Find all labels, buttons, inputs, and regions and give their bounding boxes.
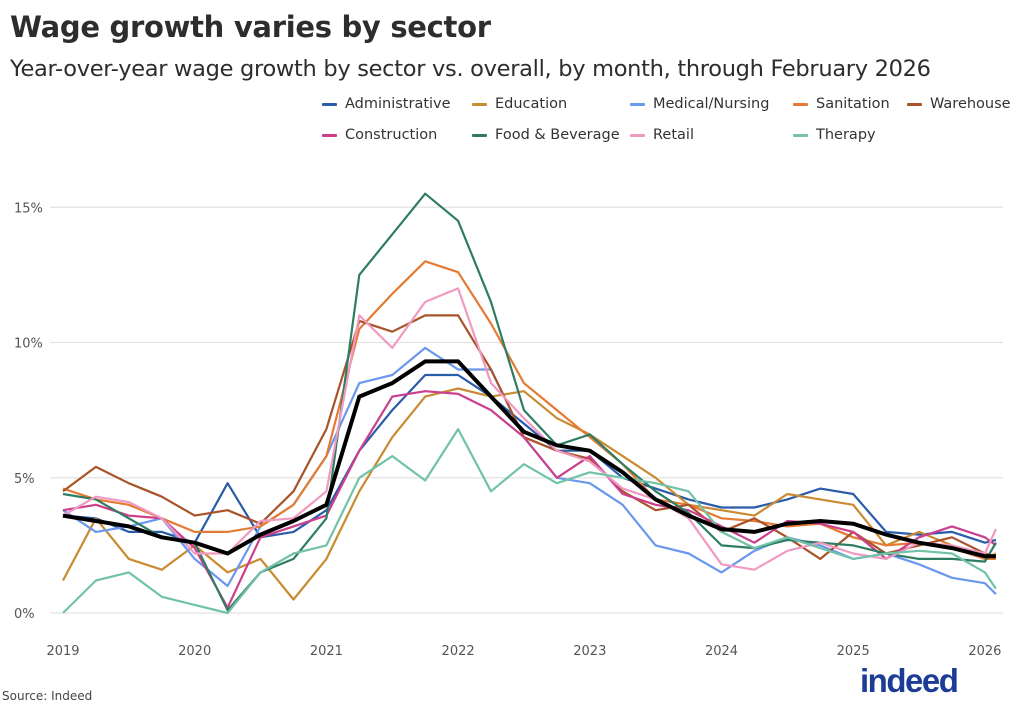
- series-line-warehouse: [62, 314, 997, 560]
- x-tick-label: 2022: [442, 644, 475, 659]
- series-line-sanitation: [62, 260, 996, 560]
- legend-label: Construction: [345, 127, 438, 143]
- legend-label: Administrative: [345, 96, 451, 112]
- legend-label: Food & Beverage: [495, 127, 620, 143]
- y-tick-label: 5%: [14, 472, 35, 487]
- legend-item-education: Education: [472, 96, 567, 112]
- legend-item-food-beverage: Food & Beverage: [472, 127, 620, 143]
- legend-label: Sanitation: [816, 96, 890, 112]
- gridlines: [50, 206, 1003, 614]
- x-tick-label: 2024: [705, 644, 738, 659]
- legend-swatch: [630, 133, 645, 137]
- y-tick-label: 10%: [14, 337, 43, 352]
- legend-swatch: [472, 133, 487, 137]
- y-tick-label: 0%: [14, 607, 35, 622]
- source-note: Source: Indeed: [2, 689, 93, 703]
- legend-swatch: [793, 133, 808, 137]
- legend-swatch: [793, 102, 808, 106]
- indeed-logo: indeed: [860, 662, 959, 699]
- legend-label: Therapy: [816, 127, 876, 143]
- series-line-administrative: [62, 373, 997, 544]
- series-line-food-beverage: [62, 192, 997, 612]
- series-line-education: [62, 387, 997, 601]
- legend-swatch: [472, 102, 487, 106]
- legend-item-retail: Retail: [630, 127, 694, 143]
- series-line-therapy: [62, 428, 997, 615]
- legend-item-construction: Construction: [322, 127, 437, 143]
- y-axis-ticks: 0% 5% 10% 15%: [14, 201, 43, 622]
- legend-label: Education: [495, 96, 568, 112]
- legend-label: Retail: [653, 127, 694, 143]
- x-tick-label: 2021: [310, 644, 343, 659]
- x-tick-label: 2019: [46, 644, 79, 659]
- y-tick-label: 15%: [14, 201, 43, 216]
- x-tick-label: 2020: [178, 644, 211, 659]
- legend-swatch: [907, 102, 922, 106]
- x-axis-ticks: 2019 2020 2021 2022 2023 2024 2025 2026: [46, 644, 1001, 659]
- legend-swatch: [630, 102, 645, 106]
- chart-title: Wage growth varies by sector: [10, 10, 491, 44]
- legend-item-warehouse: Warehouse: [907, 96, 1011, 112]
- chart-subtitle: Year-over-year wage growth by sector vs.…: [10, 56, 931, 82]
- series-lines: [62, 192, 997, 615]
- series-line-overall: [62, 359, 996, 559]
- legend-swatch: [322, 102, 337, 106]
- x-tick-label: 2026: [968, 644, 1001, 659]
- x-tick-label: 2023: [573, 644, 606, 659]
- legend-swatch: [322, 133, 337, 137]
- legend-item-medical-nursing: Medical/Nursing: [630, 96, 769, 112]
- legend-label: Medical/Nursing: [653, 96, 770, 112]
- legend-label: Warehouse: [930, 96, 1011, 112]
- x-tick-label: 2025: [837, 644, 870, 659]
- legend-item-sanitation: Sanitation: [793, 96, 890, 112]
- legend-item-therapy: Therapy: [793, 127, 876, 143]
- legend-item-administrative: Administrative: [322, 96, 451, 112]
